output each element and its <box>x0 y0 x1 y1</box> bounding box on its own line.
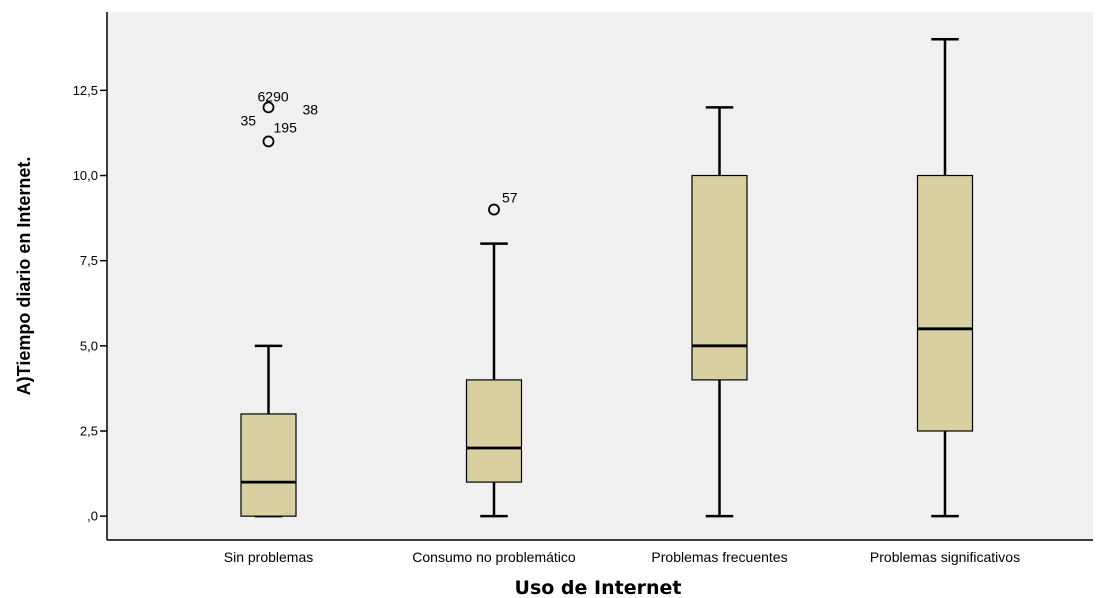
box-group: 6290 38 35 195 <box>240 88 319 518</box>
outlier-label: 195 <box>274 119 298 135</box>
outlier-point <box>262 101 275 114</box>
outlier-label: 57 <box>502 190 518 206</box>
x-category-label: Problemas significativos <box>870 549 1020 565</box>
outlier-label: 38 <box>303 101 319 117</box>
box-group <box>916 38 974 518</box>
outlier-point <box>488 203 500 216</box>
y-tick-label: 7,5 <box>80 253 98 268</box>
y-ticks: ,0 2,5 5,0 7,5 10,0 12,5 <box>73 83 107 524</box>
x-category-label: Consumo no problemático <box>412 549 576 565</box>
iqr-box <box>240 413 297 517</box>
boxes: 6290 38 35 195 57 <box>240 38 974 518</box>
iqr-box <box>691 174 748 381</box>
x-category-label: Sin problemas <box>224 549 314 565</box>
outlier-label: 35 <box>241 112 257 128</box>
y-tick-label: 2,5 <box>80 423 98 438</box>
x-axis-label: Uso de Internet <box>515 577 682 598</box>
x-category-labels: Sin problemas Consumo no problemático Prob… <box>224 549 1020 565</box>
y-tick-label: 10,0 <box>73 168 98 183</box>
y-axis-label: A)Tiempo diario en Internet. <box>14 157 34 396</box>
y-tick-label: 5,0 <box>80 338 98 353</box>
y-tick-label: 12,5 <box>73 83 98 98</box>
box-group: 57 <box>465 190 523 518</box>
x-category-label: Problemas frecuentes <box>651 549 787 565</box>
iqr-box <box>916 174 974 432</box>
iqr-box <box>465 379 523 483</box>
outlier-point <box>262 135 275 148</box>
box-group <box>691 106 748 518</box>
y-tick-label: ,0 <box>87 509 98 524</box>
outlier-label: 6290 <box>258 88 289 104</box>
